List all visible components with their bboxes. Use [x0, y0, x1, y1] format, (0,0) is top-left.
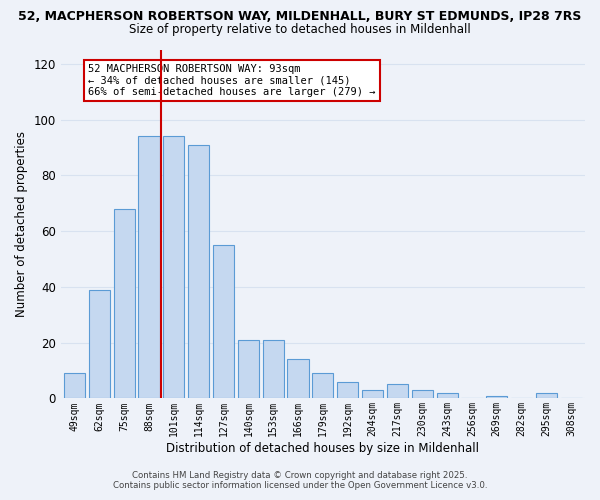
Bar: [437, 393, 458, 398]
Bar: [486, 396, 508, 398]
Bar: [412, 390, 433, 398]
Bar: [113, 209, 135, 398]
Text: 52 MACPHERSON ROBERTSON WAY: 93sqm
← 34% of detached houses are smaller (145)
66: 52 MACPHERSON ROBERTSON WAY: 93sqm ← 34%…: [88, 64, 376, 97]
Bar: [536, 393, 557, 398]
Bar: [213, 245, 234, 398]
Text: Size of property relative to detached houses in Mildenhall: Size of property relative to detached ho…: [129, 22, 471, 36]
Y-axis label: Number of detached properties: Number of detached properties: [15, 131, 28, 317]
Bar: [64, 374, 85, 398]
X-axis label: Distribution of detached houses by size in Mildenhall: Distribution of detached houses by size …: [166, 442, 479, 455]
Bar: [287, 360, 308, 399]
Bar: [313, 374, 334, 398]
Bar: [263, 340, 284, 398]
Bar: [387, 384, 408, 398]
Text: Contains HM Land Registry data © Crown copyright and database right 2025.
Contai: Contains HM Land Registry data © Crown c…: [113, 470, 487, 490]
Bar: [238, 340, 259, 398]
Bar: [362, 390, 383, 398]
Bar: [89, 290, 110, 399]
Bar: [139, 136, 160, 398]
Bar: [337, 382, 358, 398]
Text: 52, MACPHERSON ROBERTSON WAY, MILDENHALL, BURY ST EDMUNDS, IP28 7RS: 52, MACPHERSON ROBERTSON WAY, MILDENHALL…: [19, 10, 581, 23]
Bar: [163, 136, 184, 398]
Bar: [188, 145, 209, 399]
